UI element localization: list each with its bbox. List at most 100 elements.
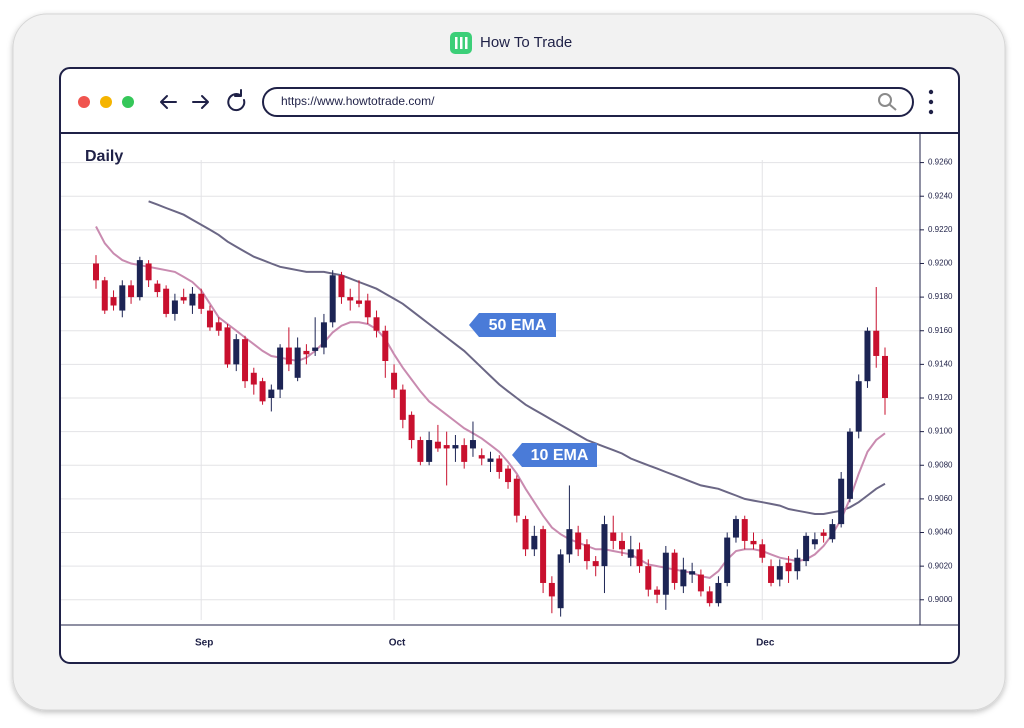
candle-body [882,355,888,398]
candle-body [399,389,406,420]
candle-body [794,557,801,572]
candle-body [382,330,389,362]
candle-body [356,300,362,304]
candle-body [829,524,836,540]
minimize-button[interactable] [100,96,112,108]
candle-body [215,322,222,331]
candle-body [189,293,196,306]
candle-body [785,562,792,572]
y-tick-label: 0.9140 [928,359,953,368]
candle-body [645,566,652,590]
candle-body [198,293,205,309]
candle-body [566,529,573,555]
candle-body [601,524,608,567]
candle-body [294,347,301,378]
y-tick-label: 0.9260 [928,158,953,167]
candle-body [452,445,459,449]
candle-body [426,440,433,462]
candle-body [320,322,327,348]
y-tick-label: 0.9100 [928,427,953,436]
ema-callout [469,313,556,337]
candle-body [373,317,380,331]
browser-window [59,67,960,664]
chart: Daily 0.9000 0.9020 0.9040 0.9060 0.9080 0.91… [61,134,958,649]
candle-body [619,540,625,550]
x-tick-label: Sep [195,638,213,649]
candle-body [224,327,231,365]
candle-body [242,339,249,382]
candle-body [689,571,696,575]
candle-body [627,549,634,558]
candle-body [592,561,599,567]
y-tick-label: 0.9180 [928,292,953,301]
ema-label: 50 EMA [489,317,547,334]
candle-body [259,381,266,402]
forward-button[interactable] [192,95,209,109]
reload-button[interactable] [227,89,246,112]
candle-body [469,440,476,449]
candle-body [93,263,99,281]
address-bar[interactable] [262,87,914,117]
y-tick-label: 0.9060 [928,494,953,503]
candle-body [154,283,161,293]
candle-body [715,582,722,604]
candle-body [180,297,187,301]
candle-body [636,549,643,567]
close-button[interactable] [78,96,90,108]
candle-body [128,285,135,298]
y-tick-label: 0.9200 [928,259,953,268]
candle-body [110,297,117,306]
candle-body [522,519,529,550]
candle-body [873,330,880,356]
y-tick-label: 0.9120 [928,393,953,402]
chart-title: Daily [85,148,123,165]
candle-body [732,519,739,538]
candle-body [557,554,564,609]
x-tick-label: Dec [756,638,775,649]
search-icon[interactable] [878,93,897,111]
candle-body [706,591,713,604]
ema-callout [512,443,597,467]
candle-body [671,552,678,583]
candle-body [680,569,687,587]
candle-body [136,260,143,298]
candle-body [434,441,441,449]
candle-body [575,532,582,550]
candle-body [171,300,178,314]
candle-body [531,535,538,550]
candle-body [610,532,617,541]
candle-body [487,458,494,462]
y-tick-label: 0.9160 [928,326,953,335]
candle-body [496,458,503,472]
menu-button[interactable] [928,89,934,115]
candle-body [505,468,512,483]
back-button[interactable] [160,95,177,109]
candle-body [408,414,415,441]
candle-body [759,544,766,558]
candle-body [697,574,704,592]
y-tick-label: 0.9000 [928,595,953,604]
candle-body [662,552,669,595]
candle-body [768,566,775,583]
candle-body [329,275,336,323]
candle-body [741,519,748,541]
candle-body [864,330,871,382]
candle-body [540,529,547,583]
candle-body [303,350,310,355]
maximize-button[interactable] [122,96,134,108]
candle-body [461,445,468,462]
candle-body [443,445,450,449]
candle-body [233,339,240,365]
x-tick-label: Oct [389,638,406,649]
y-tick-label: 0.9080 [928,460,953,469]
candle-body [724,537,731,583]
candle-body [750,540,757,545]
candle-body [119,285,126,311]
candle-body [391,372,398,390]
candle-body [277,347,284,390]
candle-body [855,381,862,432]
y-tick-label: 0.9040 [928,528,953,537]
ema-line [148,200,886,515]
